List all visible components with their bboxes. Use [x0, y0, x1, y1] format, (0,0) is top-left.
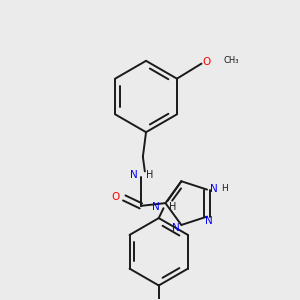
Text: N: N — [152, 202, 160, 212]
Text: H: H — [146, 170, 153, 180]
Text: H: H — [169, 202, 176, 212]
Text: N: N — [210, 184, 218, 194]
Text: N: N — [172, 223, 179, 233]
Text: N: N — [205, 216, 213, 226]
Text: N: N — [130, 170, 138, 180]
Text: CH₃: CH₃ — [223, 56, 239, 65]
Text: O: O — [202, 57, 211, 67]
Text: O: O — [111, 192, 120, 202]
Text: H: H — [221, 184, 228, 193]
